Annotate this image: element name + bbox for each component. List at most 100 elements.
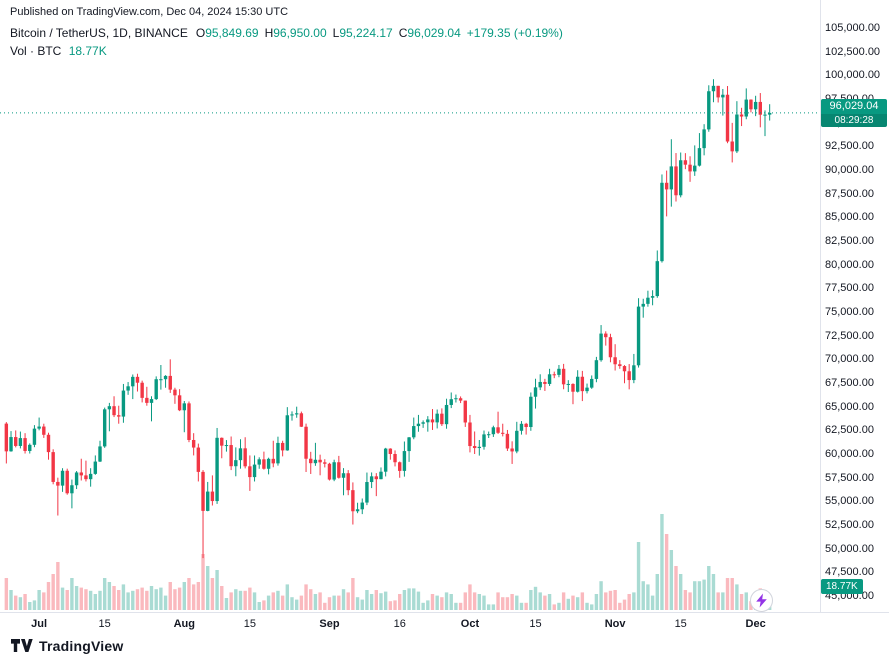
candle-body <box>187 403 191 440</box>
candle-body <box>533 387 538 397</box>
volume-bar <box>102 578 107 610</box>
volume-bar <box>655 574 659 610</box>
candle-body <box>276 442 280 464</box>
volume-bar <box>276 590 280 610</box>
volume-bar <box>323 602 327 610</box>
candle-body <box>674 166 678 196</box>
candle-body <box>580 376 585 392</box>
price-axis-label: 70,000.00 <box>825 353 874 366</box>
time-axis-label: 16 <box>393 618 406 630</box>
price-axis-separator <box>820 0 821 612</box>
ohlc-high: H96,950.00 <box>265 26 327 40</box>
volume-bar <box>229 592 233 610</box>
candle-body <box>4 423 9 452</box>
volume-bar <box>23 594 27 610</box>
candle-body <box>463 400 467 423</box>
time-axis[interactable]: Jul 15 Aug 15 Sep 16 Oct 15 Nov 15 Dec <box>0 613 820 635</box>
candle-body <box>561 368 566 385</box>
candle-body <box>46 434 51 453</box>
volume-bar <box>730 578 734 610</box>
candle-body <box>650 296 655 298</box>
candle-body <box>641 303 645 307</box>
candle-body <box>393 454 397 463</box>
candle-body <box>79 472 83 476</box>
candle-body <box>74 472 79 486</box>
candle-body <box>210 491 215 502</box>
volume-bar <box>552 604 556 610</box>
volume-bar <box>739 594 744 610</box>
volume-bar <box>538 592 542 610</box>
candle-body <box>444 404 449 425</box>
last-price-value: 96,029.04 <box>829 99 879 112</box>
candle-body <box>383 448 388 472</box>
candle-body <box>102 409 107 447</box>
price-axis-label: 100,000.00 <box>825 69 881 82</box>
volume-bar <box>112 586 116 610</box>
volume-bar <box>693 581 697 610</box>
footer-brand[interactable]: TradingView <box>10 638 123 654</box>
candle-body <box>472 446 477 449</box>
volume-bar <box>341 589 346 610</box>
candle-body <box>735 114 739 152</box>
volume-bar <box>351 578 355 610</box>
price-axis-label: 80,000.00 <box>825 258 874 271</box>
volume-bar <box>51 574 55 610</box>
price-axis-label: 77,500.00 <box>825 282 874 295</box>
candle-body <box>557 368 561 375</box>
candle-body <box>149 399 154 403</box>
instant-refresh-button[interactable] <box>750 589 773 612</box>
bar-countdown: 08:29:28 <box>821 113 887 127</box>
volume-bar <box>262 600 266 610</box>
candle-body <box>337 462 341 478</box>
volume-bar <box>678 574 683 610</box>
candle-body <box>660 182 664 262</box>
candle-body <box>744 99 748 117</box>
candle-body <box>159 379 163 381</box>
volume-bar <box>533 586 538 610</box>
time-axis-label: Oct <box>460 618 480 630</box>
candle-body <box>702 129 706 149</box>
volume-bar <box>557 602 561 610</box>
time-axis-label: 15 <box>243 618 256 630</box>
candle-body <box>126 386 130 391</box>
candle-body <box>374 476 378 480</box>
candle-body <box>318 459 322 463</box>
volume-bar <box>126 592 130 610</box>
candle-body <box>618 364 622 367</box>
candle-body <box>519 423 524 431</box>
volume-bar <box>285 584 290 610</box>
volume-badge: 18.77K <box>821 578 863 594</box>
volume-bar <box>627 594 631 610</box>
price-axis-label: 60,000.00 <box>825 448 874 460</box>
volume-bar <box>332 595 336 610</box>
candle-body <box>177 395 182 411</box>
candle-body <box>341 473 346 478</box>
candle-body <box>449 399 453 405</box>
volume-bar <box>580 592 585 610</box>
time-axis-label: Sep <box>319 618 340 630</box>
price-axis[interactable]: 105,000.00102,500.00100,000.0097,500.009… <box>821 0 889 612</box>
candle-body <box>482 434 486 447</box>
candle-body <box>440 413 444 425</box>
volume-bar <box>177 587 182 610</box>
candle-body <box>604 333 608 338</box>
price-axis-label: 92,500.00 <box>825 140 874 153</box>
volume-bar <box>159 587 163 610</box>
tradingview-logo-icon <box>11 639 33 652</box>
candle-body <box>28 444 32 451</box>
candle-body <box>131 376 135 387</box>
time-axis-label: Dec <box>745 618 766 630</box>
volume-bar <box>290 597 294 610</box>
price-axis-label: 87,500.00 <box>825 187 874 200</box>
candle-body <box>360 502 364 510</box>
close-value: 96,029.04 <box>407 26 461 40</box>
time-axis-label: 15 <box>674 618 687 630</box>
volume-bar <box>641 581 645 610</box>
price-chart-canvas[interactable] <box>0 0 889 612</box>
volume-bar <box>18 597 23 610</box>
volume-bar <box>697 581 702 610</box>
volume-bar <box>318 592 322 610</box>
symbol-title[interactable]: Bitcoin / TetherUS, 1D, BINANCE <box>10 26 188 40</box>
volume-bar <box>702 579 706 610</box>
